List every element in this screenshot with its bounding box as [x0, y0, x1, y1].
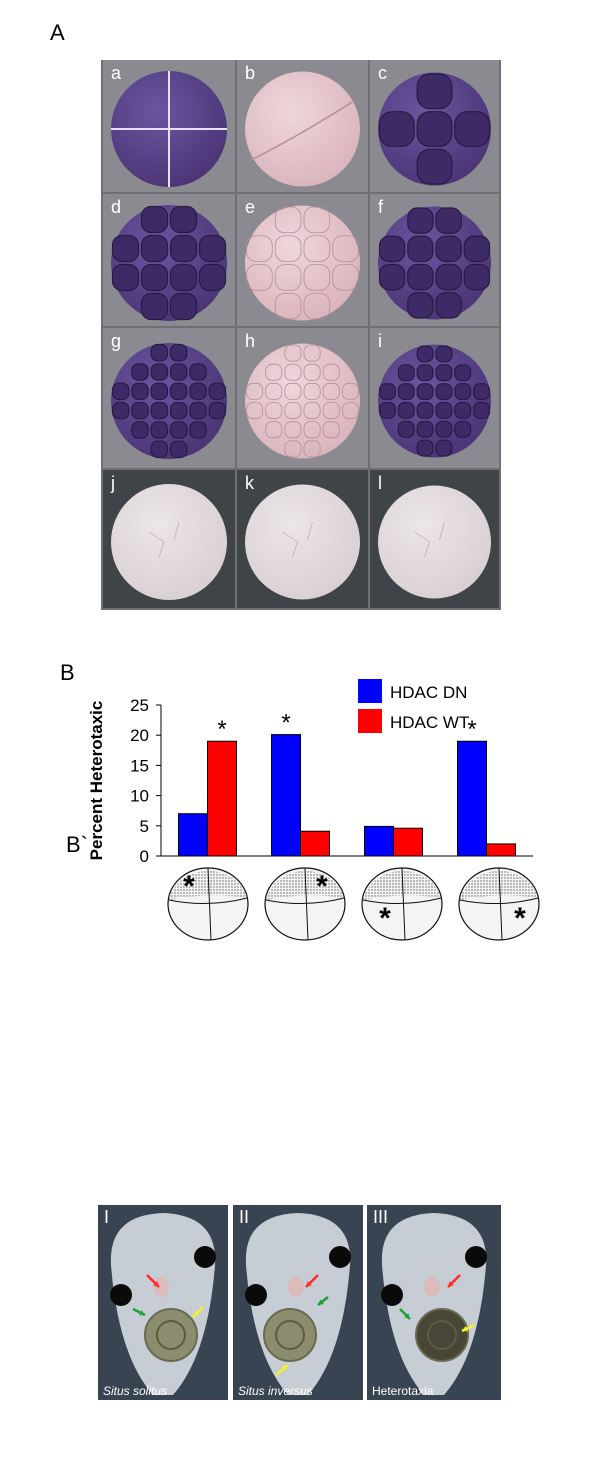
tadpole-image: [110, 1213, 216, 1395]
embryo-panel-label: d: [111, 197, 122, 217]
embryo-panel-h: h: [237, 328, 368, 468]
y-tick-label: 15: [130, 756, 149, 775]
bar-vl-hdac-dn: [178, 813, 208, 857]
embryo-panel-c: c: [370, 60, 499, 192]
legend-label: HDAC WT: [390, 713, 469, 732]
tadpole-photo-iii: III Heterotaxia: [367, 1205, 501, 1400]
panel-b-letter: B: [60, 660, 75, 685]
embryo-image: [245, 343, 360, 459]
y-axis-title: Percent Heterotaxic: [87, 701, 106, 861]
tadpole-image: [381, 1213, 487, 1395]
embryo-panel-l: l: [370, 470, 499, 608]
embryo-panel-label: i: [378, 331, 382, 351]
legend-swatch: [358, 709, 382, 733]
photo-label: I: [104, 1207, 110, 1227]
y-tick-label: 20: [130, 726, 149, 745]
embryo-panel-j: j: [103, 470, 235, 608]
embryo-image: [111, 343, 227, 459]
injection-site-marker: *: [514, 902, 526, 935]
injection-diagram-embryo: *: [264, 867, 346, 941]
injection-site-marker: *: [379, 902, 391, 935]
embryo-panel-k: k: [237, 470, 368, 608]
y-tick-label: 10: [130, 787, 149, 806]
tadpole-image: [245, 1213, 351, 1395]
photo-label: II: [239, 1207, 250, 1227]
photo-label: III: [373, 1207, 389, 1227]
embryo-image: [378, 344, 491, 458]
embryo-image: [111, 205, 227, 321]
bar-dl-hdac-wt: [393, 827, 423, 857]
embryo-image: [111, 484, 227, 600]
embryo-panel-label: g: [111, 331, 122, 351]
significance-marker: *: [281, 710, 290, 737]
embryo-panel-label: k: [245, 473, 254, 493]
legend-swatch: [358, 679, 382, 703]
embryo-image: [378, 72, 491, 186]
bar-vr-hdac-dn: [271, 734, 301, 857]
embryo-panel-g: g: [103, 328, 235, 468]
photo-caption: Situs inversus: [238, 1384, 313, 1398]
bar-vl-hdac-wt: [207, 740, 237, 857]
injection-site-marker: *: [183, 870, 195, 903]
embryo-panel-label: h: [245, 331, 256, 351]
embryo-image: [245, 71, 360, 187]
bar-dl-hdac-dn: [364, 825, 394, 857]
embryo-panel-label: j: [111, 473, 115, 493]
embryo-panel-label: c: [378, 63, 387, 83]
embryo-image: [245, 205, 360, 321]
embryo-panel-e: e: [237, 194, 368, 326]
tadpole-photo-ii: II Situs inversus: [233, 1205, 363, 1400]
embryo-panel-i: i: [370, 328, 499, 468]
embryo-panel-label: a: [111, 63, 122, 83]
significance-marker: *: [217, 716, 226, 743]
bar-vr-hdac-wt: [300, 830, 330, 857]
embryo-image: [378, 485, 491, 599]
bar-dr-hdac-wt: [486, 843, 516, 857]
panel-a-letter: A: [50, 20, 65, 45]
photo-caption: Heterotaxia: [372, 1384, 434, 1398]
significance-marker: *: [467, 716, 476, 743]
embryo-image: [378, 206, 491, 320]
injection-diagram-embryo: *: [458, 867, 540, 941]
embryo-image: [245, 484, 360, 600]
embryo-panel-label: f: [378, 197, 384, 217]
tadpole-photo-i: I Situs solitus: [98, 1205, 228, 1400]
panel-bprime-letter: B`: [66, 832, 88, 857]
injection-diagram-embryo: *: [361, 867, 443, 941]
injection-site-marker: *: [316, 870, 328, 903]
embryo-panel-label: e: [245, 197, 256, 217]
embryo-panel-d: d: [103, 194, 235, 326]
embryo-panel-label: l: [378, 473, 382, 493]
embryo-panel-a: a: [103, 60, 235, 192]
y-tick-label: 0: [140, 847, 149, 866]
y-tick-label: 25: [130, 696, 149, 715]
y-tick-label: 5: [140, 817, 149, 836]
injection-diagram-embryo: *: [167, 867, 249, 941]
bar-dr-hdac-dn: [457, 740, 487, 857]
embryo-panel-label: b: [245, 63, 256, 83]
legend-label: HDAC DN: [390, 683, 467, 702]
embryo-staining-grid: a b c d e f g h i j k l: [101, 60, 501, 610]
photo-caption: Situs solitus: [103, 1384, 168, 1398]
embryo-panel-f: f: [370, 194, 499, 326]
embryo-panel-b: b: [237, 60, 368, 192]
embryo-image: [111, 71, 227, 187]
